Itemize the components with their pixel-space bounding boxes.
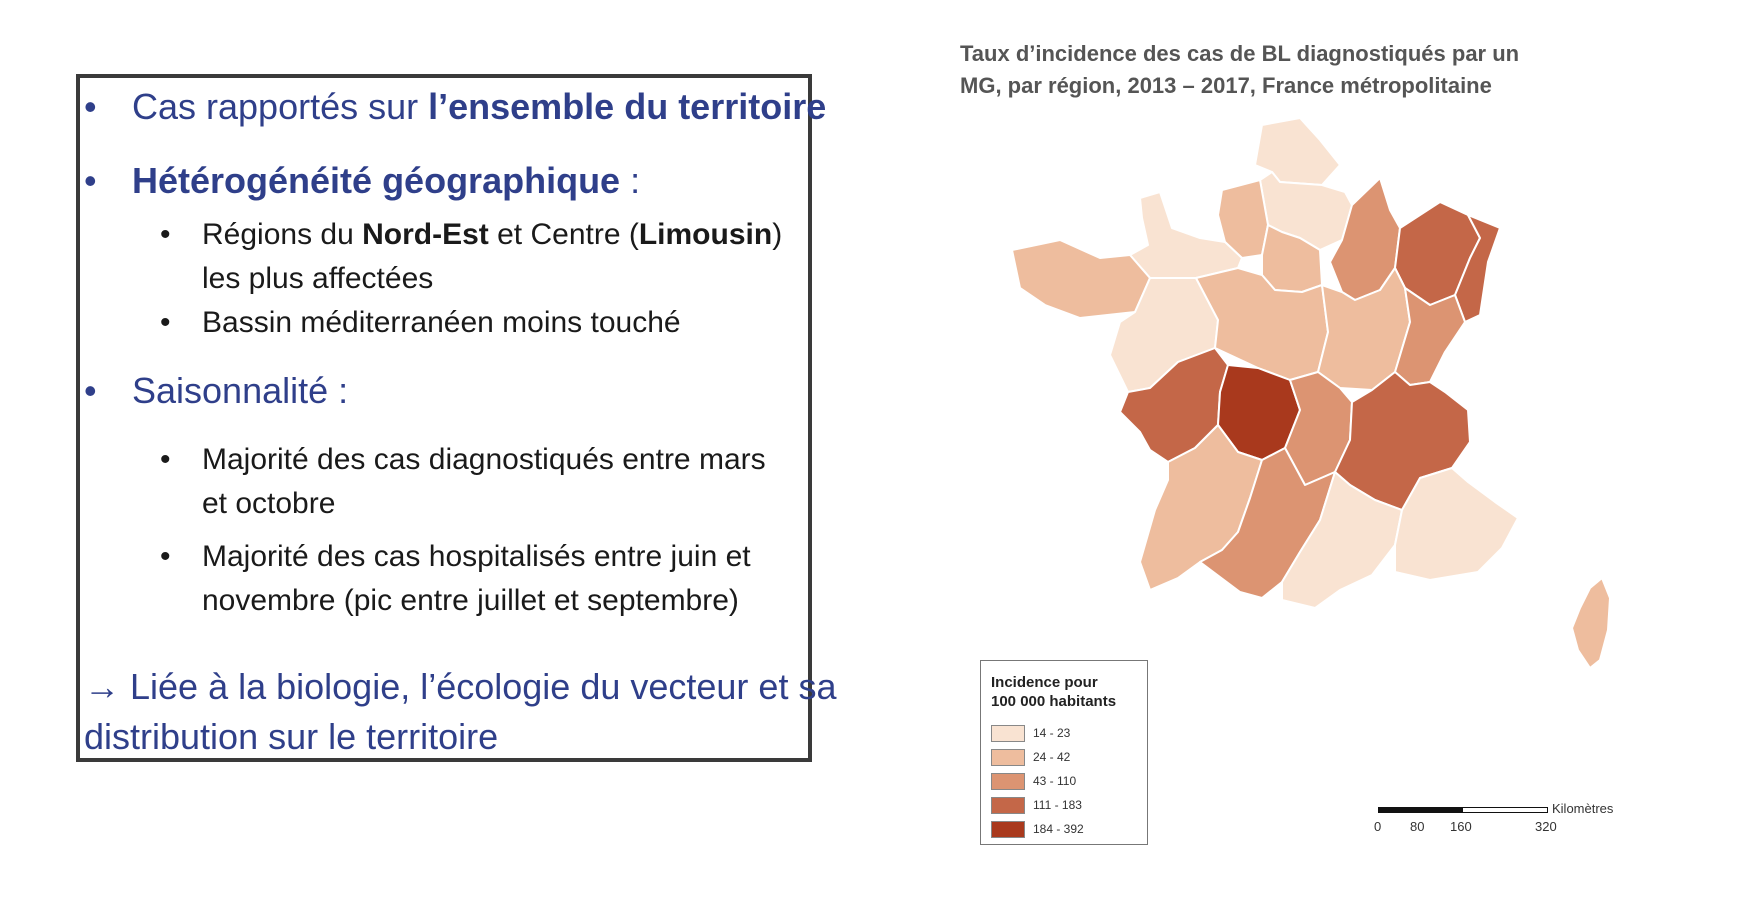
region-franche-comte — [1394, 287, 1466, 386]
bullet-1: • Cas rapportés sur l’ensemble du territ… — [84, 86, 826, 128]
sub-bullet-2b: • Bassin méditerranéen moins touché — [160, 306, 681, 340]
legend-title: Incidence pour 100 000 habitants — [991, 673, 1116, 711]
conclusion-line-1: → Liée à la biologie, l’écologie du vect… — [84, 666, 837, 707]
scale-tick: 320 — [1535, 819, 1557, 834]
legend-swatch — [991, 725, 1025, 742]
bullet-marker: • — [160, 443, 171, 476]
sub-bullet-3a-line-1: Majorité des cas diagnostiqués entre mar… — [202, 443, 766, 476]
scale-bar-white — [1462, 807, 1548, 813]
bullet-marker: • — [160, 218, 171, 251]
legend-row: 14 - 23 — [991, 725, 1141, 744]
region-midi-pyrenees — [1199, 447, 1336, 599]
legend-title-line-2: 100 000 habitants — [991, 693, 1117, 710]
map-title-line-2: MG, par région, 2013 – 2017, France métr… — [960, 73, 1492, 98]
bullet-marker: • — [160, 306, 171, 339]
sub-bullet-2a-text-mid: et Centre ( — [488, 218, 639, 251]
region-languedoc-roussillon — [1281, 471, 1403, 609]
legend-swatch — [991, 749, 1025, 766]
sub-bullet-3a-line-2: et octobre — [202, 487, 336, 520]
legend-swatch — [991, 773, 1025, 790]
sub-bullet-3b-line-1: Majorité des cas hospitalisés entre juin… — [202, 540, 751, 573]
sub-bullet-2a-bold-2: Limousin — [638, 218, 773, 251]
legend-label: 43 - 110 — [1033, 774, 1077, 788]
sub-bullet-3b: • Majorité des cas hospitalisés entre ju… — [160, 540, 751, 617]
legend-label: 111 - 183 — [1033, 798, 1082, 812]
scale-unit: Kilomètres — [1552, 801, 1614, 816]
legend-row: 43 - 110 — [991, 773, 1141, 792]
bullet-marker: • — [160, 540, 171, 573]
map-title: Taux d’incidence des cas de BL diagnosti… — [960, 38, 1660, 102]
bullet-2: • Hétérogénéité géographique : — [84, 160, 640, 202]
scale-tick: 160 — [1450, 819, 1472, 834]
legend-swatch — [991, 821, 1025, 838]
bullet-text-box: • Cas rapportés sur l’ensemble du territ… — [76, 74, 836, 762]
bullet-1-text: Cas rapportés sur — [132, 86, 429, 127]
legend-label: 184 - 392 — [1033, 822, 1084, 836]
region-bretagne — [1011, 239, 1151, 319]
bullet-3-text: Saisonnalité : — [132, 370, 349, 411]
legend-label: 24 - 42 — [1033, 750, 1071, 764]
sub-bullet-2a: • Régions du Nord-Est et Centre (Limousi… — [160, 218, 782, 295]
bullet-2-text: : — [620, 160, 641, 201]
sub-bullet-2b-text: Bassin méditerranéen moins touché — [202, 306, 681, 339]
scale-bar: Kilomètres 0 80 160 320 — [1370, 801, 1670, 845]
region-corse — [1571, 577, 1611, 669]
conclusion-line-2: distribution sur le territoire — [84, 716, 499, 757]
region-haute-normandie — [1217, 179, 1269, 259]
legend-title-line-1: Incidence pour — [991, 674, 1098, 691]
bullet-marker: • — [84, 160, 97, 201]
map-legend: Incidence pour 100 000 habitants 14 - 23… — [980, 660, 1148, 845]
region-provence-alpes-cote-d-azur — [1394, 467, 1519, 581]
bullet-3: • Saisonnalité : — [84, 370, 348, 412]
bullet-marker: • — [84, 86, 97, 127]
legend-row: 111 - 183 — [991, 797, 1141, 816]
legend-label: 14 - 23 — [1033, 726, 1071, 740]
scale-bar-black — [1378, 807, 1462, 813]
legend-row: 184 - 392 — [991, 821, 1141, 840]
sub-bullet-2a-bold-1: Nord-Est — [362, 218, 489, 251]
legend-swatch — [991, 797, 1025, 814]
scale-tick: 0 — [1374, 819, 1382, 834]
sub-bullet-3a: • Majorité des cas diagnostiqués entre m… — [160, 443, 766, 520]
bullet-1-bold: l’ensemble du territoire — [428, 86, 827, 127]
sub-bullet-2a-text-end: ) — [772, 218, 783, 251]
scale-tick: 80 — [1410, 819, 1425, 834]
bullet-marker: • — [84, 370, 97, 411]
sub-bullet-2a-line-2: les plus affectées — [202, 262, 434, 295]
bullet-2-bold: Hétérogénéité géographique — [132, 160, 621, 201]
sub-bullet-3b-line-2: novembre (pic entre juillet et septembre… — [202, 584, 739, 617]
map-title-line-1: Taux d’incidence des cas de BL diagnosti… — [960, 41, 1520, 66]
legend-row: 24 - 42 — [991, 749, 1141, 768]
sub-bullet-2a-text: Régions du — [202, 218, 363, 251]
